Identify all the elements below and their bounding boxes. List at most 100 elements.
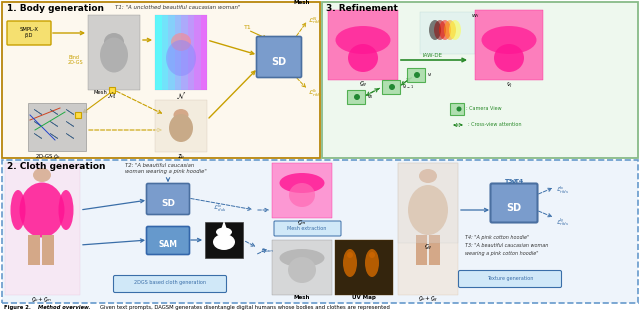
Ellipse shape [365, 249, 379, 277]
Bar [200, 15, 207, 90]
FancyArrowPatch shape [50, 109, 58, 114]
Text: wearing a pink cotton hoodie": wearing a pink cotton hoodie" [465, 251, 538, 256]
FancyArrowPatch shape [34, 134, 42, 138]
Ellipse shape [335, 26, 390, 54]
FancyBboxPatch shape [458, 271, 561, 287]
Text: UV Map: UV Map [352, 295, 376, 300]
Bar [205, 222, 243, 258]
Text: T1: T1 [244, 25, 252, 30]
Ellipse shape [173, 109, 189, 121]
Text: $\mathcal{L}^{I_a}_{rfds}$: $\mathcal{L}^{I_a}_{rfds}$ [213, 203, 227, 214]
Ellipse shape [439, 20, 451, 40]
Ellipse shape [481, 26, 536, 54]
Bar [382, 80, 400, 94]
Ellipse shape [449, 20, 461, 40]
Text: Mesh extraction: Mesh extraction [287, 226, 326, 231]
Ellipse shape [354, 94, 360, 100]
Bar [429, 235, 440, 265]
Text: Mesh: Mesh [294, 295, 310, 300]
Bar [2, 160, 638, 303]
Text: 2D-GS: 2D-GS [68, 60, 84, 65]
FancyBboxPatch shape [274, 221, 341, 236]
Bar [2, 2, 320, 158]
Ellipse shape [389, 84, 395, 90]
Ellipse shape [494, 44, 524, 72]
Bar [109, 87, 115, 93]
Ellipse shape [414, 72, 420, 78]
Text: Mesh: Mesh [294, 0, 310, 5]
FancyBboxPatch shape [490, 183, 538, 223]
Text: $\mathcal{N}$: $\mathcal{N}$ [176, 90, 186, 101]
Ellipse shape [456, 107, 461, 112]
Text: β,D: β,D [25, 33, 33, 38]
Bar [28, 103, 86, 151]
Text: IAW-DE: IAW-DE [422, 53, 442, 58]
Text: Figure 2.: Figure 2. [4, 305, 31, 310]
Text: Given text prompts, DAGSM generates disentangle digital humans whose bodies and : Given text prompts, DAGSM generates dise… [100, 305, 390, 310]
Bar [181, 15, 188, 90]
Text: SD: SD [271, 57, 287, 67]
Ellipse shape [429, 20, 441, 40]
Text: $\mathcal{L}^{I_g}_{rfds}$: $\mathcal{L}^{I_g}_{rfds}$ [556, 216, 569, 228]
Ellipse shape [444, 20, 456, 40]
Bar [322, 2, 638, 158]
Text: SD: SD [161, 199, 175, 208]
Text: T2: "A beautiful caucasian
woman wearing a pink hoodie": T2: "A beautiful caucasian woman wearing… [125, 163, 207, 174]
Ellipse shape [10, 190, 26, 230]
Text: 2DGS based cloth generation: 2DGS based cloth generation [134, 280, 206, 285]
Ellipse shape [169, 114, 193, 142]
Bar [168, 15, 175, 90]
FancyArrowPatch shape [34, 109, 42, 114]
Ellipse shape [369, 252, 375, 258]
FancyBboxPatch shape [113, 275, 227, 293]
Text: Mesh: Mesh [93, 90, 107, 95]
Text: $\mathcal{G}_b+\mathcal{G}_g$: $\mathcal{G}_b+\mathcal{G}_g$ [418, 295, 438, 305]
Text: $\mathcal{L}^{I_a}_{rfds}$: $\mathcal{L}^{I_a}_{rfds}$ [556, 185, 569, 196]
Ellipse shape [343, 249, 357, 277]
Ellipse shape [289, 183, 315, 207]
Ellipse shape [213, 234, 235, 250]
Text: $\mathcal{L}^{I_b}_{rfds}$: $\mathcal{L}^{I_b}_{rfds}$ [308, 88, 323, 100]
Text: $\hat{v}_l$: $\hat{v}_l$ [506, 80, 513, 90]
Ellipse shape [171, 33, 191, 51]
Text: $\mathcal{L}^N_{rfds}$: $\mathcal{L}^N_{rfds}$ [308, 15, 323, 26]
FancyBboxPatch shape [257, 37, 301, 78]
Ellipse shape [434, 20, 446, 40]
Bar [155, 15, 207, 90]
Ellipse shape [280, 173, 324, 193]
Ellipse shape [166, 40, 196, 76]
Bar [398, 163, 458, 243]
Text: $v_i$: $v_i$ [427, 71, 433, 79]
Bar [75, 112, 81, 118]
Ellipse shape [19, 183, 65, 238]
Ellipse shape [288, 257, 316, 283]
Text: $\mathcal{G}_m$: $\mathcal{G}_m$ [297, 218, 307, 227]
Text: SD: SD [506, 203, 522, 213]
Text: 2. Cloth generation: 2. Cloth generation [7, 162, 106, 171]
Bar [347, 90, 365, 104]
Text: T1: "A unclothed beautiful caucasian woman": T1: "A unclothed beautiful caucasian wom… [115, 5, 241, 10]
FancyArrowPatch shape [50, 134, 58, 138]
Text: $v_0$: $v_0$ [367, 93, 374, 101]
Bar [42, 235, 54, 265]
Text: 3. Refinement: 3. Refinement [326, 4, 398, 13]
Bar [272, 163, 332, 218]
Text: Method overview.: Method overview. [38, 305, 90, 310]
Bar [272, 240, 332, 295]
Bar [155, 15, 161, 90]
Ellipse shape [419, 169, 437, 183]
Bar [88, 15, 140, 90]
Ellipse shape [347, 252, 353, 258]
Ellipse shape [216, 227, 232, 237]
FancyBboxPatch shape [147, 226, 189, 254]
FancyBboxPatch shape [7, 21, 51, 45]
Bar [175, 15, 181, 90]
Text: $\mathcal{L}_{sam}$: $\mathcal{L}_{sam}$ [260, 246, 275, 255]
Text: $v_{i-1}$: $v_{i-1}$ [402, 83, 414, 91]
Text: $\mathcal{\hat{M}}$: $\mathcal{\hat{M}}$ [107, 90, 116, 101]
Bar [335, 240, 393, 295]
Bar [398, 163, 458, 295]
FancyArrowPatch shape [50, 121, 58, 127]
Text: : Cross-view attention: : Cross-view attention [468, 122, 522, 127]
Text: Texture generation: Texture generation [487, 276, 533, 281]
